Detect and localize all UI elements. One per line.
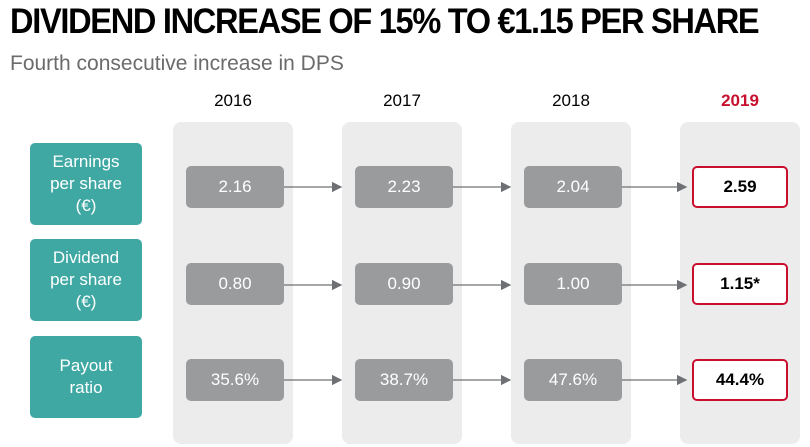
dps-value-2017: 0.90 (355, 263, 453, 305)
year-header-2016: 2016 (214, 91, 252, 110)
eps-value-2016: 2.16 (186, 166, 284, 208)
page-subtitle: Fourth consecutive increase in DPS (10, 52, 344, 75)
row-label-payout: Payout ratio (30, 336, 142, 418)
year-header-2017: 2017 (383, 91, 421, 110)
dps-value-2018: 1.00 (524, 263, 622, 305)
payout-value-2017: 38.7% (355, 359, 453, 401)
eps-value-2018: 2.04 (524, 166, 622, 208)
row-label-dps: Dividend per share (€) (30, 239, 142, 321)
year-header-2018: 2018 (552, 91, 590, 110)
payout-value-2016: 35.6% (186, 359, 284, 401)
payout-value-2019: 44.4% (692, 359, 788, 401)
dps-value-2019: 1.15* (692, 263, 788, 305)
row-label-eps: Earnings per share (€) (30, 143, 142, 225)
payout-value-2018: 47.6% (524, 359, 622, 401)
eps-value-2019: 2.59 (692, 166, 788, 208)
dps-value-2016: 0.80 (186, 263, 284, 305)
year-header-2019: 2019 (721, 91, 759, 110)
eps-value-2017: 2.23 (355, 166, 453, 208)
page-title: DIVIDEND INCREASE OF 15% TO €1.15 PER SH… (10, 2, 760, 41)
